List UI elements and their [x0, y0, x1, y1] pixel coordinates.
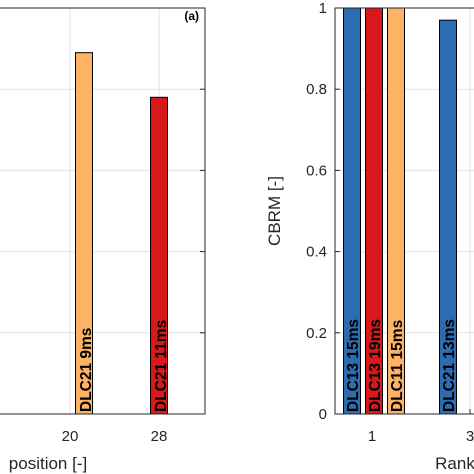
right-y-tick-label: 0.2 [306, 325, 327, 342]
right-y-tick-label: 0.6 [306, 162, 327, 179]
right-y-tick-label: 0.4 [306, 244, 327, 261]
right-bars: DLC13 15ms DLC13 19ms DLC11 15ms DLC21 13ms [343, 7, 458, 415]
left-panel-label: (a) [184, 9, 199, 23]
left-x-tick-label: 20 [62, 428, 79, 445]
right-y-axis-label: CBRM [-] [265, 176, 284, 246]
right-chart-panel: DLC13 15ms DLC13 19ms DLC11 15ms DLC21 13ms… [265, 0, 474, 473]
left-grid [0, 7, 205, 415]
right-y-tick-label: 0.8 [306, 81, 327, 98]
right-y-ticks: 0 0.2 0.4 0.6 0.8 1 [306, 0, 327, 423]
right-axes-frame [334, 7, 474, 415]
left-axes-frame [0, 7, 206, 415]
left-x-ticks: 20 28 [62, 428, 168, 445]
left-x-axis-label: position [-] [9, 454, 87, 473]
right-x-tick-label: 3 [466, 428, 474, 445]
right-y-tick-label: 1 [319, 0, 327, 17]
right-x-tick-label: 1 [368, 428, 376, 445]
left-x-tick-label: 28 [151, 428, 168, 445]
left-bar-label: DLC21 11ms [153, 320, 170, 412]
left-chart-panel: DLC21 9ms DLC21 11ms 20 28 (a) position [-… [0, 7, 206, 473]
right-x-axis-label: Rank [435, 454, 474, 473]
right-bar-label: DLC13 19ms [367, 319, 384, 412]
right-bar-label: DLC13 15ms [345, 319, 362, 412]
right-bar-label: DLC21 13ms [441, 319, 458, 412]
left-bars: DLC21 9ms DLC21 11ms [75, 52, 170, 415]
right-bar-label: DLC11 15ms [389, 320, 406, 412]
left-bar-label: DLC21 9ms [78, 328, 95, 412]
right-y-tick-label: 0 [319, 406, 327, 423]
